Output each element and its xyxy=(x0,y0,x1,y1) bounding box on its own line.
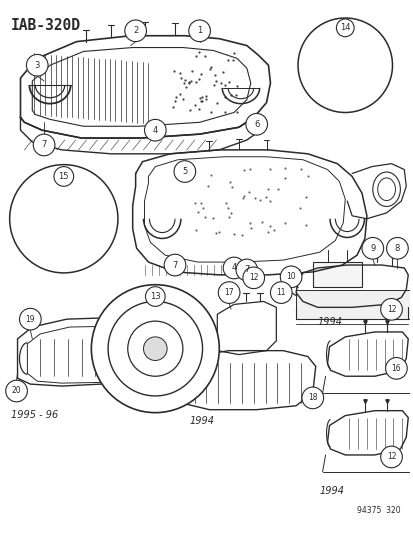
Circle shape xyxy=(26,54,48,76)
Text: 7: 7 xyxy=(41,141,47,149)
Text: 1: 1 xyxy=(197,26,202,35)
Circle shape xyxy=(173,161,195,182)
Text: 20: 20 xyxy=(12,386,21,395)
Circle shape xyxy=(301,387,323,409)
Text: 7: 7 xyxy=(172,261,177,270)
Circle shape xyxy=(380,446,401,468)
Circle shape xyxy=(280,266,301,288)
Text: 1995 - 96: 1995 - 96 xyxy=(11,410,58,419)
Circle shape xyxy=(361,238,383,259)
Circle shape xyxy=(245,114,267,135)
Text: 4: 4 xyxy=(231,263,236,272)
Text: 1994: 1994 xyxy=(189,416,214,425)
Circle shape xyxy=(297,18,392,112)
Text: 12: 12 xyxy=(248,273,258,282)
Text: 9: 9 xyxy=(369,244,375,253)
Text: 18: 18 xyxy=(307,393,317,402)
Circle shape xyxy=(386,238,407,259)
Text: 1994: 1994 xyxy=(317,317,342,327)
Text: 12: 12 xyxy=(386,305,395,314)
Circle shape xyxy=(336,19,353,37)
Text: 3: 3 xyxy=(34,61,40,70)
Bar xyxy=(323,58,366,77)
Text: 2: 2 xyxy=(133,26,138,35)
Text: 8: 8 xyxy=(394,244,399,253)
Circle shape xyxy=(223,257,244,279)
Circle shape xyxy=(33,134,55,156)
Circle shape xyxy=(54,167,74,187)
Circle shape xyxy=(124,20,146,42)
Bar xyxy=(295,289,409,319)
Bar xyxy=(44,213,71,225)
Circle shape xyxy=(108,302,202,396)
Circle shape xyxy=(164,254,185,276)
Text: 13: 13 xyxy=(150,292,160,301)
Text: 7: 7 xyxy=(244,265,249,274)
Text: 4: 4 xyxy=(152,126,158,135)
Circle shape xyxy=(218,282,240,303)
Text: 5: 5 xyxy=(182,167,187,176)
Circle shape xyxy=(242,267,264,289)
Circle shape xyxy=(380,298,401,320)
Text: 17: 17 xyxy=(224,288,233,297)
Bar xyxy=(312,262,361,287)
Text: 6: 6 xyxy=(254,120,259,129)
Circle shape xyxy=(128,321,183,376)
Circle shape xyxy=(19,308,41,330)
Circle shape xyxy=(143,337,167,360)
Text: 94375  320: 94375 320 xyxy=(356,506,400,515)
Text: 14: 14 xyxy=(339,23,350,33)
Text: IAB-320D: IAB-320D xyxy=(11,18,81,33)
Circle shape xyxy=(188,20,210,42)
Circle shape xyxy=(6,380,27,402)
Circle shape xyxy=(385,358,406,379)
Circle shape xyxy=(235,259,257,281)
Text: 16: 16 xyxy=(391,364,400,373)
Circle shape xyxy=(144,119,166,141)
Text: 10: 10 xyxy=(286,272,295,281)
Text: 11: 11 xyxy=(276,288,285,297)
Text: 12: 12 xyxy=(386,453,395,462)
Circle shape xyxy=(145,287,165,306)
Text: 19: 19 xyxy=(26,314,35,324)
Circle shape xyxy=(9,165,118,273)
Text: 15: 15 xyxy=(58,172,69,181)
Text: 1994: 1994 xyxy=(319,487,344,496)
Circle shape xyxy=(270,282,292,303)
Circle shape xyxy=(91,285,219,413)
Bar xyxy=(26,209,97,231)
